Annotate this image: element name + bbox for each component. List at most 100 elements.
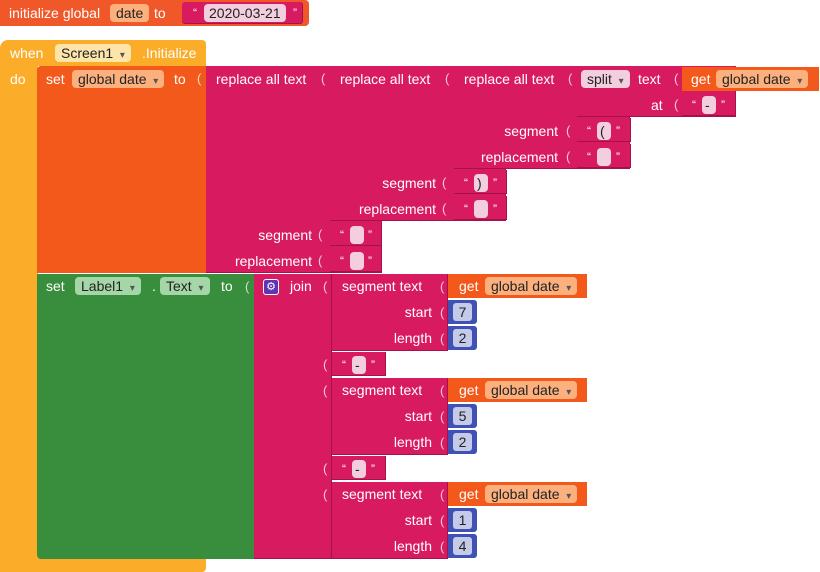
set-label: set — [46, 278, 65, 294]
socket-paren: ( — [323, 383, 328, 398]
set-to-label: to — [174, 71, 186, 87]
socket-paren: ( — [440, 383, 445, 398]
number-length-value[interactable]: 4 — [453, 537, 472, 555]
number-start-value[interactable]: 7 — [453, 303, 472, 321]
quote-close-icon: ” — [371, 358, 375, 372]
segment-label: segment — [382, 175, 436, 191]
quote-close-icon: ” — [371, 462, 375, 476]
set-global-var-dropdown[interactable]: global date — [72, 70, 165, 88]
socket-paren: ( — [674, 97, 679, 112]
socket-paren: ( — [566, 123, 571, 138]
do-label: do — [10, 71, 26, 87]
quote-open-icon: “ — [193, 6, 197, 20]
get-label: get — [691, 71, 711, 87]
split-at-label: at — [651, 97, 663, 113]
socket-paren: ( — [440, 305, 445, 320]
separator-value[interactable]: - — [352, 460, 366, 478]
join-label: join — [290, 278, 312, 294]
socket-paren: ( — [323, 279, 328, 294]
event-block-body — [0, 64, 38, 560]
start-label: start — [404, 408, 432, 424]
socket-paren: ( — [318, 253, 323, 268]
length-label: length — [393, 538, 432, 554]
replace-all-outer-label: replace all text — [216, 71, 307, 87]
socket-paren: ( — [440, 409, 445, 424]
split-text-label: text — [638, 71, 661, 87]
socket-paren: ( — [440, 487, 445, 502]
join-block[interactable] — [254, 274, 332, 559]
socket-paren: ( — [674, 71, 679, 86]
segment-text-block-2[interactable] — [332, 378, 448, 455]
socket-paren: ( — [440, 279, 445, 294]
screen-component-dropdown[interactable]: Screen1 — [55, 44, 131, 62]
set-label-text-block[interactable] — [37, 274, 254, 559]
segment-text-label: segment text — [342, 486, 423, 502]
property-dot: . — [152, 278, 156, 294]
replacement-label: replacement — [480, 149, 558, 165]
get-var-dropdown[interactable]: global date — [716, 70, 809, 88]
length-label: length — [393, 330, 432, 346]
socket-paren: ( — [440, 435, 445, 450]
socket-paren: ( — [323, 487, 328, 502]
socket-paren: ( — [566, 149, 571, 164]
number-length-value[interactable]: 2 — [453, 433, 472, 451]
property-dropdown[interactable]: Text — [160, 277, 210, 295]
segment-text-block-1[interactable] — [332, 274, 448, 351]
quote-open-icon: “ — [464, 176, 468, 190]
quote-open-icon: “ — [692, 98, 696, 112]
replacement-2-value[interactable] — [474, 200, 488, 218]
replacement-3-value[interactable] — [350, 252, 364, 270]
number-start-value[interactable]: 5 — [453, 407, 472, 425]
label-component-dropdown[interactable]: Label1 — [75, 277, 141, 295]
quote-open-icon: “ — [340, 228, 344, 242]
length-label: length — [393, 434, 432, 450]
quote-close-icon: ” — [616, 150, 620, 164]
separator-value[interactable]: - — [352, 356, 366, 374]
quote-open-icon: “ — [587, 150, 591, 164]
segment-label: segment — [504, 123, 558, 139]
init-var-name-field[interactable]: date — [110, 4, 150, 22]
quote-open-icon: “ — [340, 254, 344, 268]
replacement-1-value[interactable] — [597, 148, 611, 166]
set-label: set — [46, 71, 65, 87]
number-start-value[interactable]: 1 — [453, 511, 472, 529]
segment-1-value[interactable]: ( — [597, 122, 611, 140]
quote-open-icon: “ — [587, 124, 591, 138]
segment-3-value[interactable] — [350, 226, 364, 244]
number-length-value[interactable]: 2 — [453, 329, 472, 347]
mutator-gear-icon[interactable]: ⚙ — [263, 279, 279, 295]
socket-paren: ( — [323, 357, 328, 372]
get-label: get — [459, 382, 479, 398]
replace-all-inner-label: replace all text — [464, 71, 555, 87]
socket-paren: ( — [323, 461, 328, 476]
get-label: get — [459, 486, 479, 502]
get-var-dropdown[interactable]: global date — [485, 277, 578, 295]
socket-paren: ( — [440, 539, 445, 554]
socket-paren: ( — [318, 227, 323, 242]
split-mode-dropdown[interactable]: split — [581, 70, 630, 88]
socket-paren: ( — [245, 279, 250, 294]
segment-text-block-3[interactable] — [332, 482, 448, 559]
socket-paren: ( — [445, 71, 450, 86]
replacement-label: replacement — [358, 201, 436, 217]
get-var-dropdown[interactable]: global date — [485, 485, 578, 503]
init-global-label: initialize global — [9, 5, 101, 21]
quote-close-icon: ” — [368, 254, 372, 268]
quote-open-icon: “ — [464, 202, 468, 216]
quote-close-icon: ” — [616, 124, 620, 138]
split-at-value[interactable]: - — [702, 96, 716, 114]
socket-paren: ( — [442, 175, 447, 190]
socket-paren: ( — [440, 331, 445, 346]
set-to-label: to — [221, 278, 233, 294]
socket-paren: ( — [440, 513, 445, 528]
quote-close-icon: ” — [493, 202, 497, 216]
initialize-event-label: .Initialize — [142, 45, 197, 61]
replacement-label: replacement — [234, 253, 312, 269]
init-text-value[interactable]: 2020-03-21 — [204, 4, 286, 22]
start-label: start — [404, 512, 432, 528]
event-block-footer — [0, 558, 206, 572]
replace-all-middle-label: replace all text — [340, 71, 431, 87]
segment-2-value[interactable]: ) — [474, 174, 488, 192]
get-var-dropdown[interactable]: global date — [485, 381, 578, 399]
set-global-block[interactable] — [37, 66, 207, 273]
